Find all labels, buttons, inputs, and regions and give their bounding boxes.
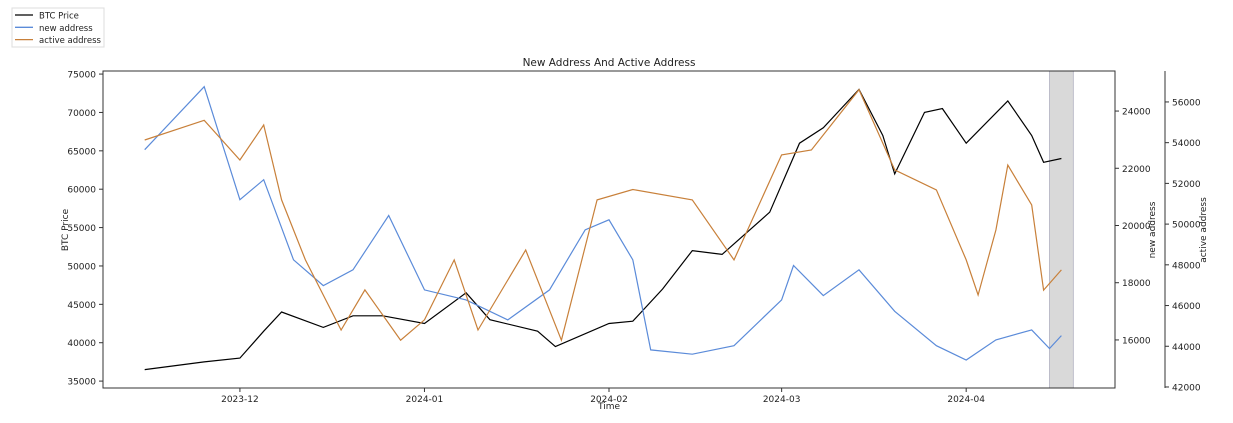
right2-tick-label: 46000 (1172, 302, 1201, 312)
x-tick-label: 2024-02 (590, 395, 628, 405)
right2-tick-label: 54000 (1172, 139, 1201, 149)
x-tick-label: 2024-04 (947, 395, 985, 405)
highlight-span (1049, 70, 1074, 389)
left-tick-label: 50000 (67, 262, 96, 272)
right1-tick-label: 16000 (1122, 336, 1151, 346)
left-tick-label: 70000 (67, 109, 96, 119)
x-tick-label: 2024-03 (763, 395, 801, 405)
right1-tick-label: 24000 (1122, 108, 1151, 118)
legend-label: BTC Price (39, 12, 79, 22)
chart-title: New Address And Active Address (523, 57, 696, 69)
series-line-btc-price (144, 88, 1062, 371)
left-tick-label: 60000 (67, 186, 96, 196)
right2-tick-label: 56000 (1172, 98, 1201, 108)
x-axis-label: Time (597, 402, 620, 412)
left-tick-label: 45000 (67, 301, 96, 311)
right2-tick-label: 48000 (1172, 261, 1201, 271)
new-axis-label: new address (1148, 201, 1158, 258)
left-tick-label: 35000 (67, 378, 96, 388)
series-line-new-address (144, 85, 1062, 361)
left-tick-label: 65000 (67, 147, 96, 157)
left-tick-label: 75000 (67, 71, 96, 81)
legend: BTC Price new address active address (11, 7, 105, 48)
left-tick-label: 55000 (67, 224, 96, 234)
legend-label: new address (39, 24, 93, 34)
x-tick-label: 2024-01 (406, 395, 444, 405)
left-axis-label: BTC Price (61, 208, 71, 251)
right1-tick-label: 18000 (1122, 279, 1151, 289)
right1-tick-label: 20000 (1122, 222, 1151, 232)
right2-tick-label: 42000 (1172, 383, 1201, 393)
legend-label: active address (39, 36, 102, 46)
right2-tick-label: 50000 (1172, 221, 1201, 231)
right2-tick-label: 44000 (1172, 343, 1201, 353)
right2-tick-label: 52000 (1172, 180, 1201, 190)
x-tick-label: 2023-12 (221, 395, 259, 405)
right1-tick-label: 22000 (1122, 165, 1151, 175)
left-tick-label: 40000 (67, 339, 96, 349)
series-line-active-address (144, 88, 1062, 343)
active-axis-label: active address (1199, 197, 1209, 263)
